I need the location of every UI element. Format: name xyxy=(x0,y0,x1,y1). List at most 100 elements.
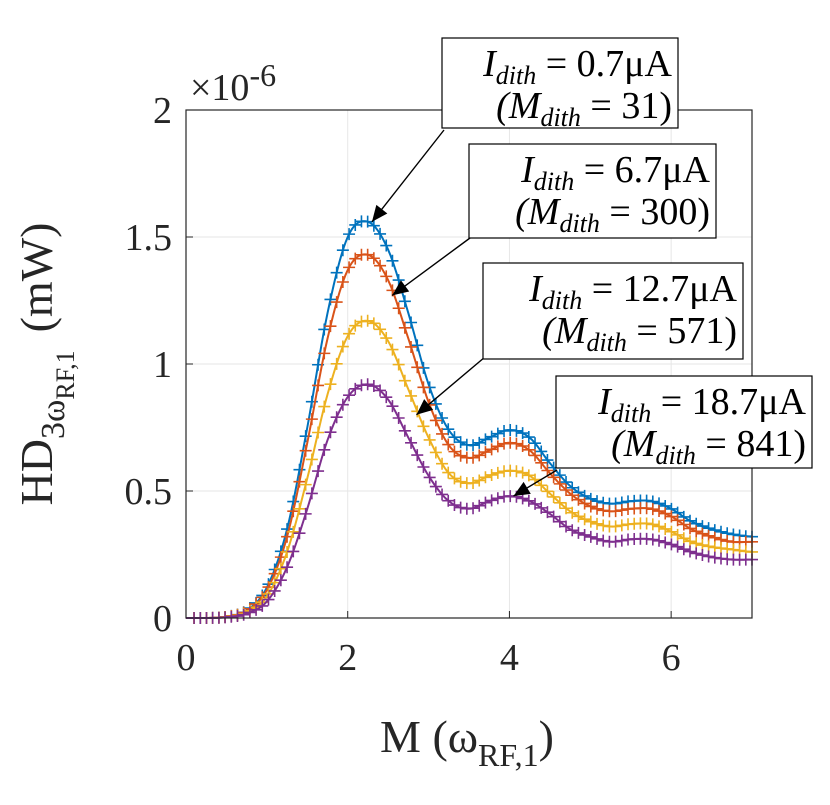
series-marker xyxy=(299,444,312,457)
series-marker xyxy=(597,504,610,517)
series-marker xyxy=(374,323,387,336)
series-marker xyxy=(398,295,411,308)
series-marker xyxy=(324,426,337,439)
series-marker xyxy=(380,332,393,345)
series-marker xyxy=(312,426,325,439)
series-marker xyxy=(522,469,535,482)
annotation-box xyxy=(441,37,679,129)
annotations-group: Idith = 0.7μA(Mdith = 31)Idith = 6.7μA(M… xyxy=(371,37,813,497)
series-marker xyxy=(231,610,244,623)
series-marker xyxy=(386,343,399,356)
series-marker xyxy=(597,519,610,532)
series-marker xyxy=(392,302,405,315)
series-marker xyxy=(274,562,287,575)
series-marker xyxy=(553,515,566,528)
series-marker xyxy=(665,538,678,551)
series-marker xyxy=(702,540,715,553)
series-marker xyxy=(405,316,418,329)
series-marker xyxy=(479,496,492,509)
x-tick-label: 6 xyxy=(662,637,681,679)
series-marker xyxy=(417,461,430,474)
series-marker xyxy=(665,525,678,538)
series-marker xyxy=(293,475,306,488)
annotation-box xyxy=(555,375,813,469)
series-marker xyxy=(591,532,604,545)
series-marker xyxy=(274,574,287,587)
series-marker xyxy=(560,484,573,497)
series-marker xyxy=(491,466,504,479)
series-marker xyxy=(398,374,411,387)
series-marker xyxy=(510,424,523,437)
x-axis-label: M (ωRF,1) xyxy=(380,711,554,773)
series-marker xyxy=(516,466,529,479)
series-marker xyxy=(436,427,449,440)
series-marker xyxy=(584,500,597,513)
series-marker xyxy=(498,424,511,437)
series-marker xyxy=(504,424,517,437)
series-marker xyxy=(423,433,436,446)
series-marker xyxy=(653,534,666,547)
series-marker xyxy=(640,517,653,530)
series-marker xyxy=(578,513,591,526)
series-marker xyxy=(708,551,721,564)
series-marker xyxy=(392,274,405,287)
series-marker xyxy=(411,361,424,374)
series-marker xyxy=(485,443,498,456)
series-marker xyxy=(448,445,461,458)
y-axis-label: HD3ωRF,1(mW) xyxy=(11,223,80,506)
series-marker xyxy=(268,584,281,597)
series-marker xyxy=(522,443,535,456)
series-marker xyxy=(696,539,709,552)
series-marker xyxy=(361,378,374,391)
y-tick-label: 0.5 xyxy=(125,471,173,513)
series-marker xyxy=(454,501,467,514)
annotation-line-1: Idith = 12.7μA xyxy=(528,268,737,315)
series-marker xyxy=(479,446,492,459)
series-marker xyxy=(287,545,300,558)
series-marker xyxy=(429,480,442,493)
series-marker xyxy=(615,504,628,517)
series-marker xyxy=(436,488,449,501)
series-marker xyxy=(467,502,480,515)
series-marker xyxy=(312,379,325,392)
annotation-arrow xyxy=(391,237,471,296)
series-marker xyxy=(367,317,380,330)
series-marker xyxy=(361,215,374,228)
series-marker xyxy=(541,485,554,498)
series-marker xyxy=(547,471,560,484)
series-marker xyxy=(653,520,666,533)
series-marker xyxy=(467,439,480,452)
annotation-arrowhead xyxy=(371,204,388,222)
series-marker xyxy=(659,536,672,549)
series-marker xyxy=(398,321,411,334)
series-marker xyxy=(529,437,542,450)
series-marker xyxy=(566,489,579,502)
series-marker xyxy=(454,475,467,488)
series-marker xyxy=(659,522,672,535)
series-marker xyxy=(473,436,486,449)
series-marker xyxy=(442,438,455,451)
series-marker xyxy=(299,430,312,443)
annotation-line-2: (Mdith = 571) xyxy=(542,310,737,357)
series-marker xyxy=(374,384,387,397)
series-marker xyxy=(305,413,318,426)
series-4 xyxy=(186,378,758,624)
series-marker xyxy=(343,261,356,274)
series-marker xyxy=(336,276,349,289)
series-marker xyxy=(653,505,666,518)
series-marker xyxy=(684,522,697,535)
series-marker xyxy=(398,424,411,437)
annotation-arrowhead xyxy=(416,399,434,415)
series-marker xyxy=(262,593,275,606)
x-tick-label: 2 xyxy=(338,637,357,679)
series-marker xyxy=(318,323,331,336)
series-marker xyxy=(417,381,430,394)
series-marker xyxy=(349,252,362,265)
series-marker xyxy=(442,423,455,436)
series-marker xyxy=(343,327,356,340)
series-marker xyxy=(547,490,560,503)
series-marker xyxy=(646,533,659,546)
series-marker xyxy=(429,446,442,459)
series-marker xyxy=(330,411,343,424)
